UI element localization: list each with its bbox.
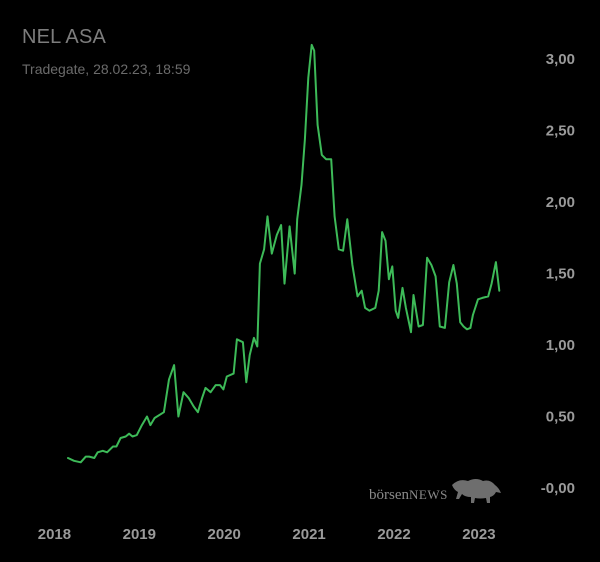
y-tick-label: 3,00 (546, 51, 575, 68)
watermark-brand-suffix: NEWS (409, 486, 448, 502)
watermark-brand: börsen (369, 486, 409, 503)
y-axis: -0,00 0,50 1,00 1,50 2,00 2,50 3,00 (541, 51, 575, 497)
y-tick-label: 2,50 (546, 123, 575, 140)
y-tick-label: -0,00 (541, 480, 575, 497)
x-tick-label: 2018 (38, 526, 71, 543)
series-layer (67, 43, 501, 464)
y-tick-label: 1,50 (546, 266, 575, 283)
y-tick-label: 1,00 (546, 337, 575, 354)
y-tick-label: 2,00 (546, 194, 575, 211)
watermark: börsenNEWS (369, 479, 502, 506)
x-tick-label: 2019 (123, 526, 156, 543)
x-axis: 2018 2019 2020 2021 2022 2023 (38, 526, 496, 543)
y-tick-label: 0,50 (546, 409, 575, 426)
x-tick-label: 2021 (292, 526, 325, 543)
watermark-text: börsenNEWS (369, 487, 448, 504)
x-tick-label: 2023 (462, 526, 495, 543)
x-tick-label: 2022 (377, 526, 410, 543)
price-line (67, 43, 501, 464)
chart-subtitle: Tradegate, 28.02.23, 18:59 (22, 61, 191, 77)
chart-title: NEL ASA (22, 26, 107, 48)
bull-icon (451, 479, 501, 503)
x-tick-label: 2020 (208, 526, 241, 543)
